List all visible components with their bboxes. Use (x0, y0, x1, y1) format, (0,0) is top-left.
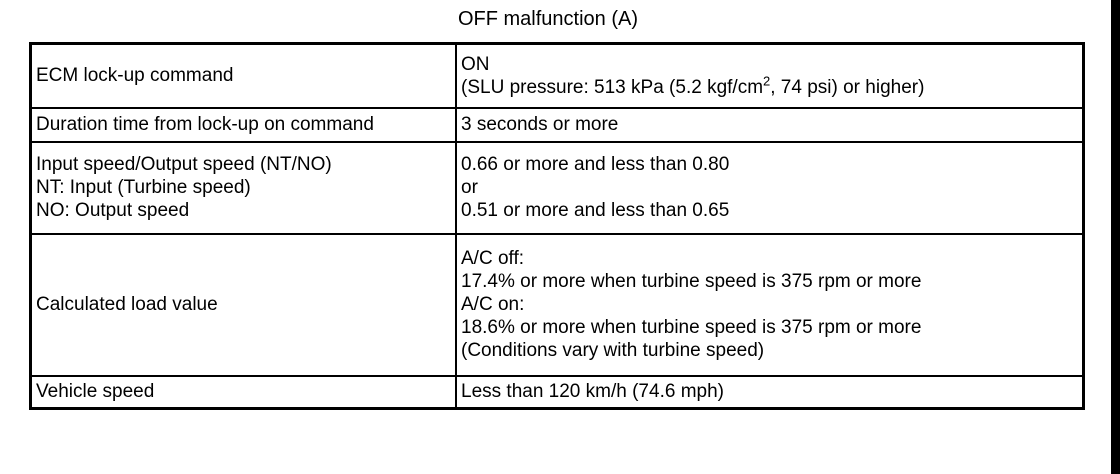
value-text: (Conditions vary with turbine speed) (461, 340, 765, 361)
condition-text: ECM lock-up command (36, 65, 234, 87)
value-cell: Less than 120 km/h (74.6 mph) (455, 374, 1085, 410)
value-text: 18.6% or more when turbine speed is 375 … (461, 317, 922, 338)
value-text: ON (461, 53, 490, 75)
value-text: 0.66 or more and less than 0.80 (461, 154, 730, 175)
table-row: ECM lock-up command ON (SLU pressure: 51… (29, 42, 1085, 109)
condition-text: Calculated load value (36, 294, 218, 315)
value-text: 0.51 or more and less than 0.65 (461, 200, 730, 221)
condition-text: Duration time from lock-up on command (36, 114, 374, 135)
malfunction-conditions-table: ECM lock-up command ON (SLU pressure: 51… (29, 42, 1085, 410)
value-cell: 3 seconds or more (455, 106, 1085, 143)
superscript-exponent: 2 (763, 73, 771, 89)
value-text: A/C on: (461, 294, 525, 315)
condition-cell: Input speed/Output speed (NT/NO) NT: Inp… (29, 140, 457, 235)
table-row: Calculated load value A/C off: 17.4% or … (29, 232, 1085, 377)
condition-text: Input speed/Output speed (NT/NO) (36, 154, 332, 175)
pressure-text-end: , 74 psi) or higher) (770, 76, 925, 98)
value-cell: ON (SLU pressure: 513 kPa (5.2 kgf/cm2, … (455, 42, 1085, 109)
value-cell: 0.66 or more and less than 0.80 or 0.51 … (455, 140, 1085, 235)
condition-cell: ECM lock-up command (29, 42, 457, 109)
value-text: Less than 120 km/h (74.6 mph) (461, 381, 724, 403)
table-row: Duration time from lock-up on command 3 … (29, 106, 1085, 143)
value-text: A/C off: (461, 248, 525, 269)
value-text: 3 seconds or more (461, 114, 619, 135)
pressure-text: (SLU pressure: 513 kPa (5.2 kgf/cm (461, 76, 764, 98)
condition-text: Vehicle speed (36, 381, 155, 403)
value-text: or (461, 177, 478, 198)
condition-cell: Vehicle speed (29, 374, 457, 410)
table-row: Input speed/Output speed (NT/NO) NT: Inp… (29, 140, 1085, 235)
condition-cell: Duration time from lock-up on command (29, 106, 457, 143)
table-row: Vehicle speed Less than 120 km/h (74.6 m… (29, 374, 1085, 410)
value-text-pressure: (SLU pressure: 513 kPa (5.2 kgf/cm2, 74 … (461, 73, 1078, 99)
page-edge-bar (1111, 0, 1120, 474)
value-cell: A/C off: 17.4% or more when turbine spee… (455, 232, 1085, 377)
condition-text: NT: Input (Turbine speed) (36, 177, 251, 198)
condition-text: NO: Output speed (36, 200, 190, 221)
condition-cell: Calculated load value (29, 232, 457, 377)
value-text: 17.4% or more when turbine speed is 375 … (461, 271, 922, 292)
table-title: OFF malfunction (A) (457, 8, 639, 30)
